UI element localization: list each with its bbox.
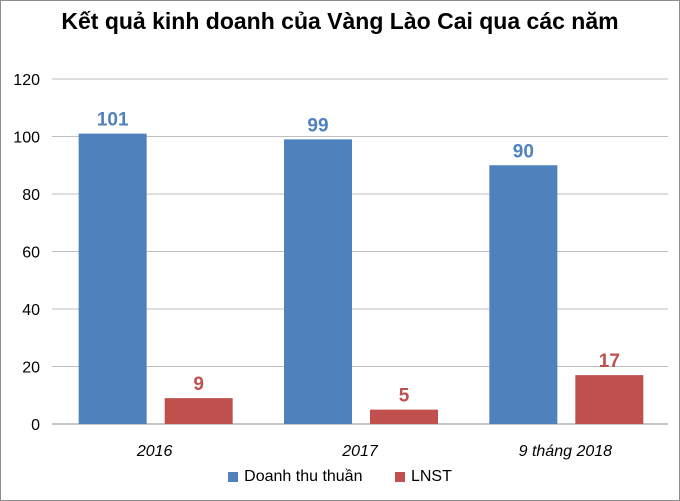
- legend-swatch-lnst: [394, 472, 405, 482]
- y-tick-label: 100: [13, 130, 40, 147]
- y-tick-label: 0: [31, 417, 40, 434]
- chart-title: Kết quả kinh doanh của Vàng Lào Cai qua …: [61, 8, 619, 34]
- bar-revenue: [78, 133, 147, 424]
- bar-revenue: [284, 139, 352, 424]
- bar-revenue: [489, 165, 558, 424]
- data-label: 99: [307, 115, 328, 136]
- data-label: 101: [97, 110, 129, 131]
- y-tick-label: 60: [22, 245, 40, 262]
- legend: Doanh thu thuần LNST: [0, 468, 680, 487]
- legend-label-lnst: LNST: [410, 468, 452, 485]
- x-tick-label: 2016: [136, 443, 173, 460]
- legend-label-revenue: Doanh thu thuần: [244, 468, 363, 485]
- y-tick-label: 40: [22, 302, 40, 319]
- y-tick-label: 80: [22, 187, 40, 204]
- bar-lnst: [370, 409, 438, 424]
- x-tick-label: 9 tháng 2018: [519, 443, 613, 460]
- x-tick-label: 2017: [341, 443, 379, 460]
- y-tick-label: 120: [13, 72, 40, 89]
- legend-item-lnst: LNST: [394, 468, 452, 486]
- legend-swatch-revenue: [228, 472, 239, 482]
- legend-item-revenue: Doanh thu thuần: [228, 468, 362, 486]
- y-tick-label: 20: [22, 360, 40, 377]
- data-label: 90: [513, 141, 534, 162]
- data-label: 9: [193, 374, 204, 395]
- data-label: 5: [399, 386, 410, 407]
- bar-lnst: [575, 375, 644, 424]
- bar-lnst: [164, 398, 233, 424]
- data-label: 17: [599, 351, 620, 372]
